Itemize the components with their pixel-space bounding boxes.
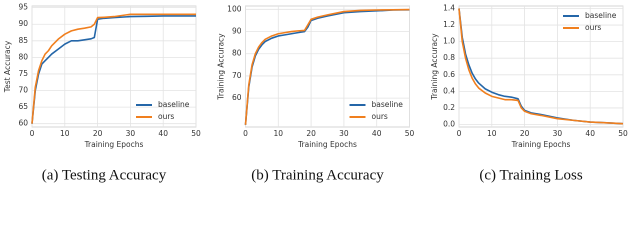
y-axis-label: Training Accuracy [217,33,226,101]
x-tick-label: 50 [191,129,201,138]
caption: (c) Training Loss [479,167,583,183]
x-tick-label: 30 [339,129,349,138]
y-tick-label: 1.2 [443,20,455,29]
y-tick-label: 0.2 [443,103,455,112]
x-tick-label: 20 [93,129,103,138]
y-tick-label: 0.6 [443,70,455,79]
y-tick-label: 90 [18,19,28,28]
series-line [244,8,410,125]
y-tick-label: 80 [232,49,242,58]
y-tick-label: 90 [232,27,242,36]
plot-area [245,5,410,128]
x-tick-label: 20 [520,129,530,138]
y-tick-label: 95 [18,3,28,12]
x-tick-label: 10 [60,129,70,138]
y-tick-label: 70 [18,86,28,95]
x-tick-label: 0 [457,129,462,138]
y-tick-label: 0.0 [443,120,455,129]
y-tick-label: 80 [18,52,28,61]
legend-label: ours [158,112,174,121]
legend-label: baseline [372,100,404,109]
y-tick-label: 60 [18,119,28,128]
legend-label: baseline [585,11,617,20]
x-axis-label: Training Epochs [511,140,571,149]
x-tick-label: 40 [372,129,382,138]
y-tick-label: 85 [18,36,28,45]
y-tick-label: 60 [232,93,242,102]
series-line [31,15,196,124]
y-tick-label: 1.0 [443,37,455,46]
x-tick-label: 50 [618,129,628,138]
series-line [244,8,410,125]
legend-label: ours [372,112,388,121]
y-tick-label: 1.4 [443,3,455,12]
y-axis-label: Test Accuracy [3,40,12,93]
x-tick-label: 30 [126,129,136,138]
legend-label: baseline [158,100,190,109]
x-tick-label: 10 [487,129,497,138]
series-line [31,13,196,124]
series-line [458,8,624,125]
x-axis-label: Training Epochs [84,140,144,149]
caption: (b) Training Accuracy [251,167,384,183]
y-axis-label: Training Accuracy [430,33,439,101]
x-tick-label: 10 [274,129,284,138]
x-tick-label: 0 [30,129,35,138]
x-tick-label: 30 [553,129,563,138]
figure: 60 65 70 75 80 85 90 95 0 10 20 30 40 50 Training Epoc… [3,3,628,184]
y-tick-label: 65 [18,102,28,111]
x-tick-label: 0 [243,129,248,138]
y-tick-label: 0.4 [443,86,455,95]
x-axis-label: Training Epochs [297,140,357,149]
x-tick-label: 50 [405,129,415,138]
x-tick-label: 40 [585,129,595,138]
legend-label: ours [585,23,601,32]
y-tick-label: 75 [18,69,28,78]
y-tick-label: 100 [227,4,242,13]
y-tick-label: 0.8 [443,53,455,62]
x-tick-label: 20 [306,129,316,138]
y-tick-label: 70 [232,71,242,80]
x-tick-label: 40 [158,129,168,138]
caption: (a) Testing Accuracy [42,167,167,183]
